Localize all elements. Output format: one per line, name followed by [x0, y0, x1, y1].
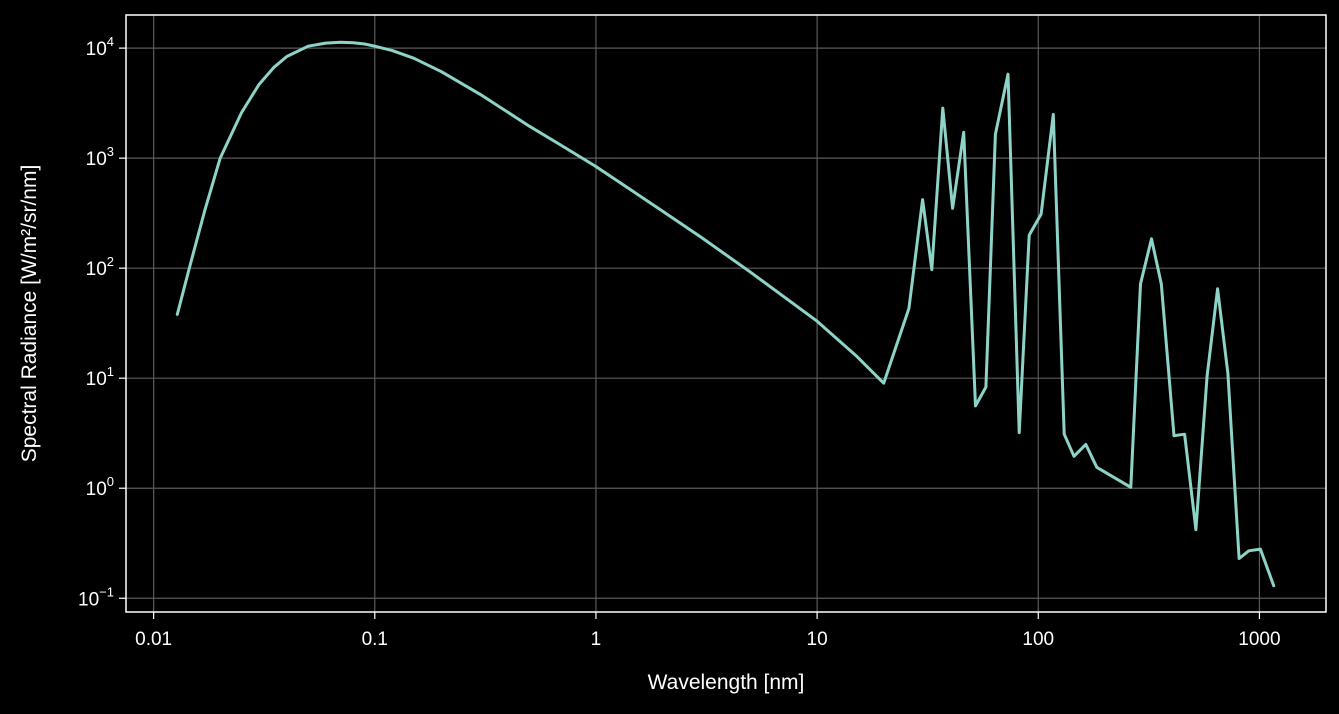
x-axis-label: Wavelength [nm] [648, 671, 805, 694]
y-tick-base: 10 [78, 589, 99, 610]
x-tick-label: 100 [1022, 629, 1054, 650]
y-tick-exponent: 4 [107, 34, 114, 49]
y-tick-label: 101 [86, 364, 114, 390]
y-tick-label: 102 [86, 254, 114, 280]
y-tick-label: 10−1 [78, 584, 114, 610]
y-tick-base: 10 [86, 479, 107, 500]
y-tick-label: 100 [86, 474, 114, 500]
y-tick-base: 10 [86, 39, 107, 60]
y-tick-exponent: 2 [107, 254, 114, 269]
x-tick-label: 1 [591, 629, 602, 650]
y-tick-exponent: 1 [107, 364, 114, 379]
spectral-radiance-line [175, 40, 1276, 588]
y-tick-exponent: −1 [99, 584, 114, 599]
x-tick-label: 10 [807, 629, 828, 650]
x-tick-label: 0.01 [135, 629, 172, 650]
x-tick-label: 0.1 [362, 629, 388, 650]
y-tick-exponent: 0 [107, 474, 114, 489]
plot-area-frame [125, 14, 1327, 613]
y-tick-base: 10 [86, 259, 107, 280]
y-tick-exponent: 3 [107, 144, 114, 159]
grid-lines [126, 15, 1326, 612]
x-axis-ticks: 0.01 0.1 1 10 100 1000 [135, 612, 1281, 650]
y-axis-label: Spectral Radiance [W/m²/sr/nm] [18, 165, 41, 463]
y-tick-base: 10 [86, 149, 107, 170]
y-tick-base: 10 [86, 369, 107, 390]
y-tick-label: 103 [86, 144, 114, 170]
y-tick-label: 104 [86, 34, 114, 60]
x-tick-label: 1000 [1238, 629, 1280, 650]
